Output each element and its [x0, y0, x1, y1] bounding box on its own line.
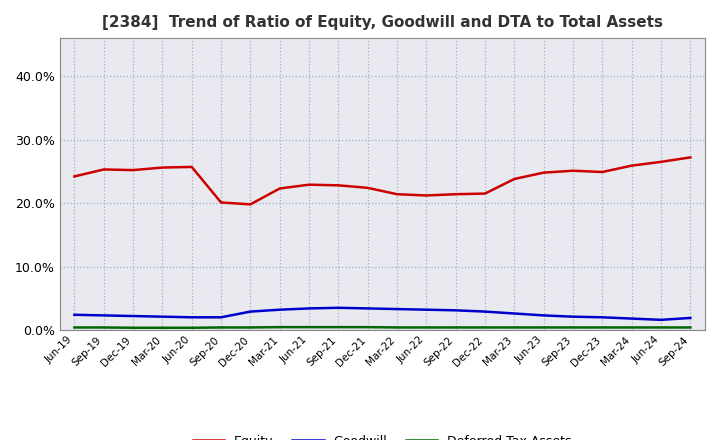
Equity [627, 163, 636, 168]
Equity [686, 155, 695, 160]
Line: Equity: Equity [74, 158, 690, 204]
Goodwill [275, 307, 284, 312]
Goodwill [481, 309, 490, 314]
Line: Deferred Tax Assets: Deferred Tax Assets [74, 327, 690, 328]
Deferred Tax Assets [422, 325, 431, 330]
Goodwill [129, 313, 138, 319]
Deferred Tax Assets [392, 325, 401, 330]
Equity [275, 186, 284, 191]
Goodwill [539, 313, 548, 318]
Goodwill [686, 315, 695, 321]
Deferred Tax Assets [246, 325, 255, 330]
Equity [129, 168, 138, 173]
Goodwill [70, 312, 78, 317]
Goodwill [392, 306, 401, 312]
Goodwill [217, 315, 225, 320]
Goodwill [364, 306, 372, 311]
Deferred Tax Assets [569, 325, 577, 330]
Deferred Tax Assets [275, 325, 284, 330]
Equity [364, 185, 372, 191]
Deferred Tax Assets [158, 325, 167, 330]
Deferred Tax Assets [686, 325, 695, 330]
Deferred Tax Assets [187, 325, 196, 330]
Equity [187, 164, 196, 169]
Goodwill [657, 317, 665, 323]
Equity [510, 176, 518, 182]
Goodwill [569, 314, 577, 319]
Goodwill [187, 315, 196, 320]
Equity [158, 165, 167, 170]
Title: [2384]  Trend of Ratio of Equity, Goodwill and DTA to Total Assets: [2384] Trend of Ratio of Equity, Goodwil… [102, 15, 663, 30]
Deferred Tax Assets [364, 325, 372, 330]
Goodwill [451, 308, 460, 313]
Goodwill [627, 316, 636, 321]
Equity [334, 183, 343, 188]
Goodwill [246, 309, 255, 314]
Deferred Tax Assets [334, 325, 343, 330]
Deferred Tax Assets [539, 325, 548, 330]
Equity [70, 174, 78, 179]
Equity [392, 191, 401, 197]
Equity [657, 159, 665, 165]
Deferred Tax Assets [657, 325, 665, 330]
Equity [422, 193, 431, 198]
Deferred Tax Assets [99, 325, 108, 330]
Equity [246, 202, 255, 207]
Equity [99, 167, 108, 172]
Goodwill [99, 313, 108, 318]
Deferred Tax Assets [129, 325, 138, 330]
Equity [481, 191, 490, 196]
Goodwill [334, 305, 343, 311]
Line: Goodwill: Goodwill [74, 308, 690, 320]
Equity [598, 169, 607, 175]
Deferred Tax Assets [510, 325, 518, 330]
Equity [451, 191, 460, 197]
Legend: Equity, Goodwill, Deferred Tax Assets: Equity, Goodwill, Deferred Tax Assets [188, 429, 577, 440]
Equity [305, 182, 313, 187]
Deferred Tax Assets [481, 325, 490, 330]
Deferred Tax Assets [598, 325, 607, 330]
Equity [217, 200, 225, 205]
Goodwill [422, 307, 431, 312]
Deferred Tax Assets [70, 325, 78, 330]
Equity [569, 168, 577, 173]
Deferred Tax Assets [217, 325, 225, 330]
Equity [539, 170, 548, 175]
Goodwill [158, 314, 167, 319]
Goodwill [598, 315, 607, 320]
Goodwill [305, 306, 313, 311]
Deferred Tax Assets [627, 325, 636, 330]
Deferred Tax Assets [451, 325, 460, 330]
Goodwill [510, 311, 518, 316]
Deferred Tax Assets [305, 325, 313, 330]
